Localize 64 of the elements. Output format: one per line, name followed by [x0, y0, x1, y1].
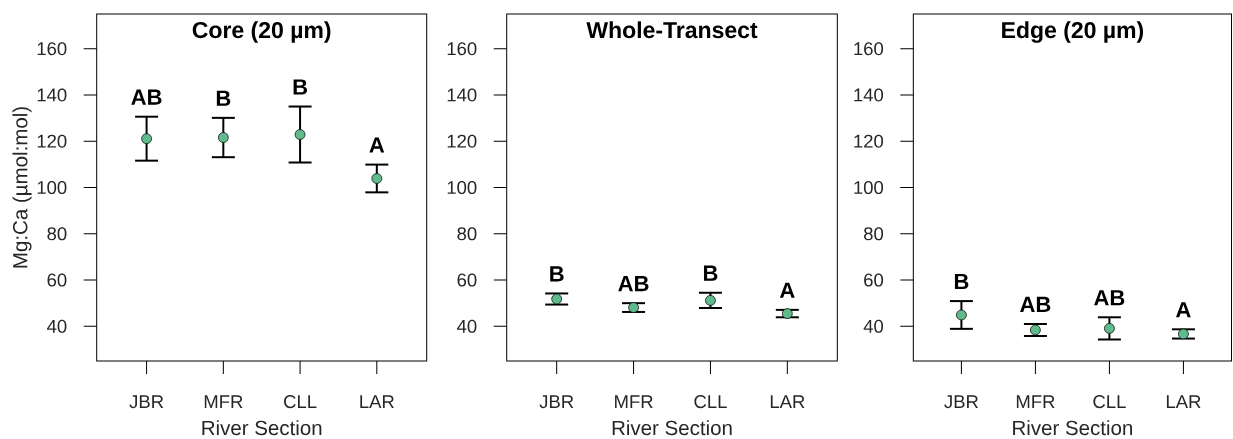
- x-tick-label: MFR: [1016, 395, 1055, 408]
- annotation: B: [703, 265, 718, 281]
- y-tick-label: 140: [447, 88, 477, 102]
- annotation: A: [369, 137, 385, 153]
- y-tick-label: 140: [854, 88, 884, 102]
- point: [1104, 323, 1115, 334]
- y-tick-label: 100: [447, 180, 477, 195]
- annotation: B: [954, 273, 969, 290]
- x-tick-label: CLL: [694, 395, 727, 409]
- x-tick-label: JBR: [944, 395, 979, 409]
- y-tick-label: 160: [854, 42, 884, 56]
- y-tick-label: 120: [37, 134, 67, 148]
- point: [217, 132, 229, 143]
- point: [141, 133, 152, 145]
- point: [1178, 328, 1189, 340]
- x-axis-title: River Section: [1013, 420, 1132, 436]
- annotation: B: [216, 90, 231, 106]
- x-tick-label: MFR: [615, 395, 653, 408]
- chart-title: Core (20 µm): [192, 21, 331, 43]
- x-tick-label: CLL: [284, 395, 317, 409]
- y-tick-label: 120: [854, 134, 884, 148]
- y-tick-label: 40: [863, 319, 884, 333]
- x-tick-label: LAR: [770, 395, 805, 408]
- annotation: A: [1176, 302, 1191, 318]
- x-tick-label: JBR: [129, 395, 164, 409]
- x-axis-title: River Section: [202, 420, 322, 436]
- y-tick-label: 100: [37, 180, 67, 195]
- y-tick-label: 60: [864, 273, 884, 287]
- y-tick-label: 140: [37, 88, 67, 102]
- x-tick-label: MFR: [204, 395, 243, 408]
- point: [956, 309, 967, 321]
- y-tick-label: 60: [457, 273, 477, 287]
- point: [628, 302, 639, 313]
- annotation: AB: [131, 89, 162, 105]
- y-tick-label: 80: [47, 227, 67, 241]
- annotation: AB: [1020, 296, 1051, 312]
- point: [705, 295, 716, 306]
- x-tick-label: JBR: [539, 395, 574, 409]
- y-tick-label: 80: [457, 227, 477, 241]
- annotation: AB: [618, 276, 649, 292]
- y-tick-label: 40: [47, 319, 67, 333]
- point: [781, 308, 793, 319]
- y-tick-label: 40: [457, 319, 477, 333]
- point: [551, 293, 563, 305]
- x-tick-label: LAR: [1166, 395, 1201, 408]
- y-axis-title: Mg:Ca (µmol:mol): [12, 107, 32, 268]
- chart-title: Edge (20 µm): [1002, 21, 1144, 43]
- x-axis-title: River Section: [612, 420, 732, 436]
- y-tick-label: 160: [37, 42, 67, 56]
- annotation: AB: [1094, 290, 1125, 306]
- x-tick-label: CLL: [1093, 395, 1126, 409]
- y-tick-label: 160: [447, 42, 477, 56]
- y-tick-label: 100: [854, 180, 884, 195]
- annotation: B: [550, 266, 564, 282]
- annotation: A: [779, 282, 795, 298]
- point: [294, 129, 306, 140]
- y-tick-label: 80: [864, 227, 884, 241]
- point: [371, 173, 383, 184]
- point: [1030, 324, 1041, 336]
- chart-title: Whole-Transect: [586, 21, 758, 39]
- y-tick-label: 120: [447, 134, 477, 148]
- x-tick-label: LAR: [360, 395, 394, 408]
- y-tick-label: 60: [47, 273, 67, 287]
- annotation: B: [293, 79, 308, 95]
